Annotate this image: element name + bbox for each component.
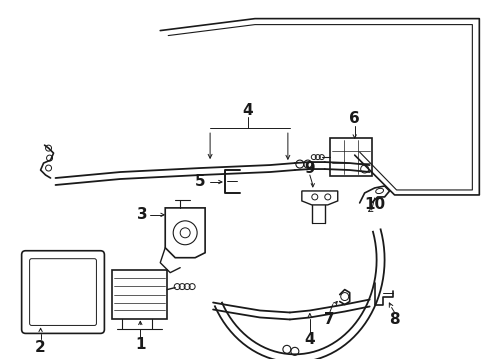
Text: 6: 6 [349, 111, 360, 126]
Polygon shape [302, 191, 338, 205]
FancyBboxPatch shape [22, 251, 104, 333]
Text: 2: 2 [35, 340, 46, 355]
Text: 5: 5 [195, 175, 205, 189]
Text: 1: 1 [135, 337, 146, 352]
Text: 8: 8 [389, 312, 400, 327]
Text: 3: 3 [137, 207, 147, 222]
Text: 7: 7 [324, 312, 335, 327]
Text: 10: 10 [364, 197, 385, 212]
Text: 4: 4 [304, 332, 315, 347]
Bar [112, 270, 167, 319]
Text: 9: 9 [304, 161, 315, 176]
Polygon shape [165, 208, 205, 258]
FancyBboxPatch shape [29, 259, 97, 325]
Ellipse shape [376, 188, 384, 194]
Bar [330, 138, 371, 176]
Text: 4: 4 [243, 103, 253, 118]
